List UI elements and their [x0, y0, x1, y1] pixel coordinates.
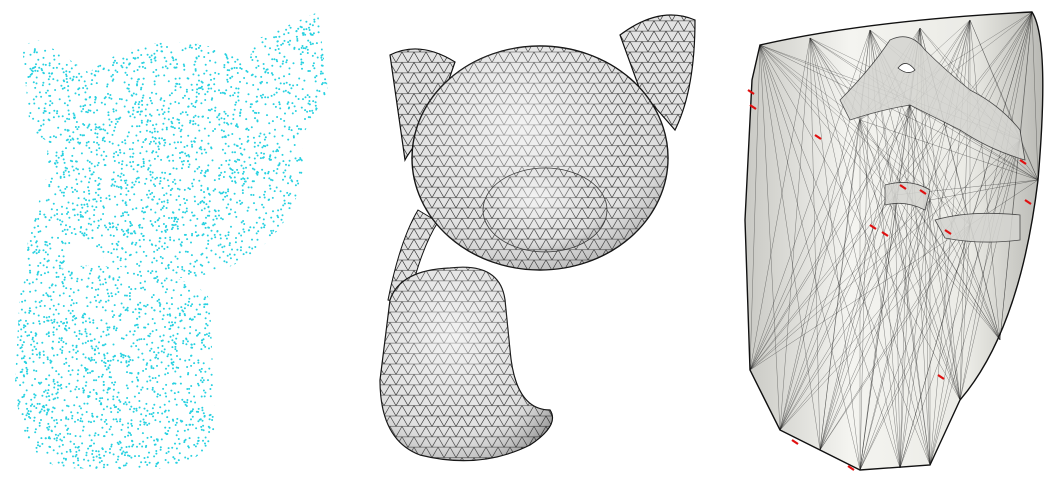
- mesh-panel: [360, 0, 705, 478]
- mesh-figure: [379, 14, 696, 462]
- reconstruction-panel: [720, 0, 1064, 478]
- reconstruction-figure: [744, 11, 1044, 471]
- point-cloud-figure: [15, 12, 328, 470]
- reconstruction-shell: [744, 11, 1044, 471]
- error-edges: [747, 89, 1032, 471]
- cat-mesh: [379, 14, 696, 462]
- point-cloud-panel: [0, 0, 345, 478]
- point-cloud-points: [15, 12, 328, 470]
